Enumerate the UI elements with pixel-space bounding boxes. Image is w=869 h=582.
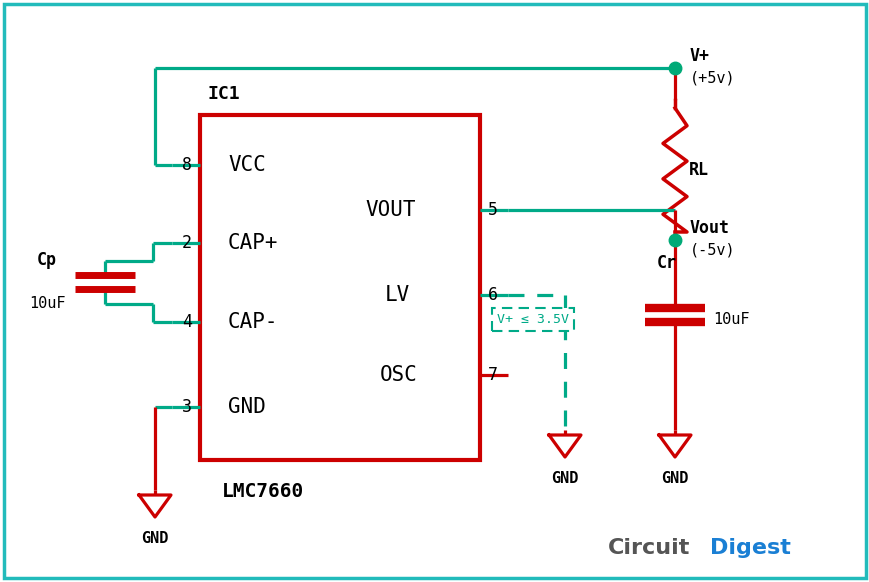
Text: 10uF: 10uF [29,296,65,311]
Text: 3: 3 [182,398,192,416]
Text: 8: 8 [182,156,192,174]
Text: CAP+: CAP+ [228,233,278,253]
Text: VCC: VCC [228,155,266,175]
Text: OSC: OSC [380,365,417,385]
Text: V+: V+ [689,47,709,65]
Text: V+ ≤ 3.5V: V+ ≤ 3.5V [496,313,568,326]
Text: IC1: IC1 [208,85,241,103]
Text: 2: 2 [182,234,192,252]
Text: 5: 5 [488,201,497,219]
Text: Cp: Cp [37,251,57,269]
Text: GND: GND [551,471,578,486]
Text: Cr: Cr [656,254,676,272]
Text: CAP-: CAP- [228,312,278,332]
Text: Digest: Digest [709,538,790,558]
Text: VOUT: VOUT [365,200,415,220]
Text: RL: RL [688,161,708,179]
Text: Circuit: Circuit [607,538,690,558]
Text: (+5v): (+5v) [689,70,735,86]
Text: 6: 6 [488,286,497,304]
Bar [200,115,480,460]
Text: 7: 7 [488,366,497,384]
Text: 4: 4 [182,313,192,331]
Text: LV: LV [385,285,410,305]
Text: (-5v): (-5v) [689,243,735,257]
Text: LMC7660: LMC7660 [222,482,304,501]
Text: 10uF: 10uF [713,313,748,328]
Text: Vout: Vout [689,219,729,237]
Text: GND: GND [228,397,266,417]
Text: GND: GND [141,531,169,546]
Text: GND: GND [660,471,688,486]
